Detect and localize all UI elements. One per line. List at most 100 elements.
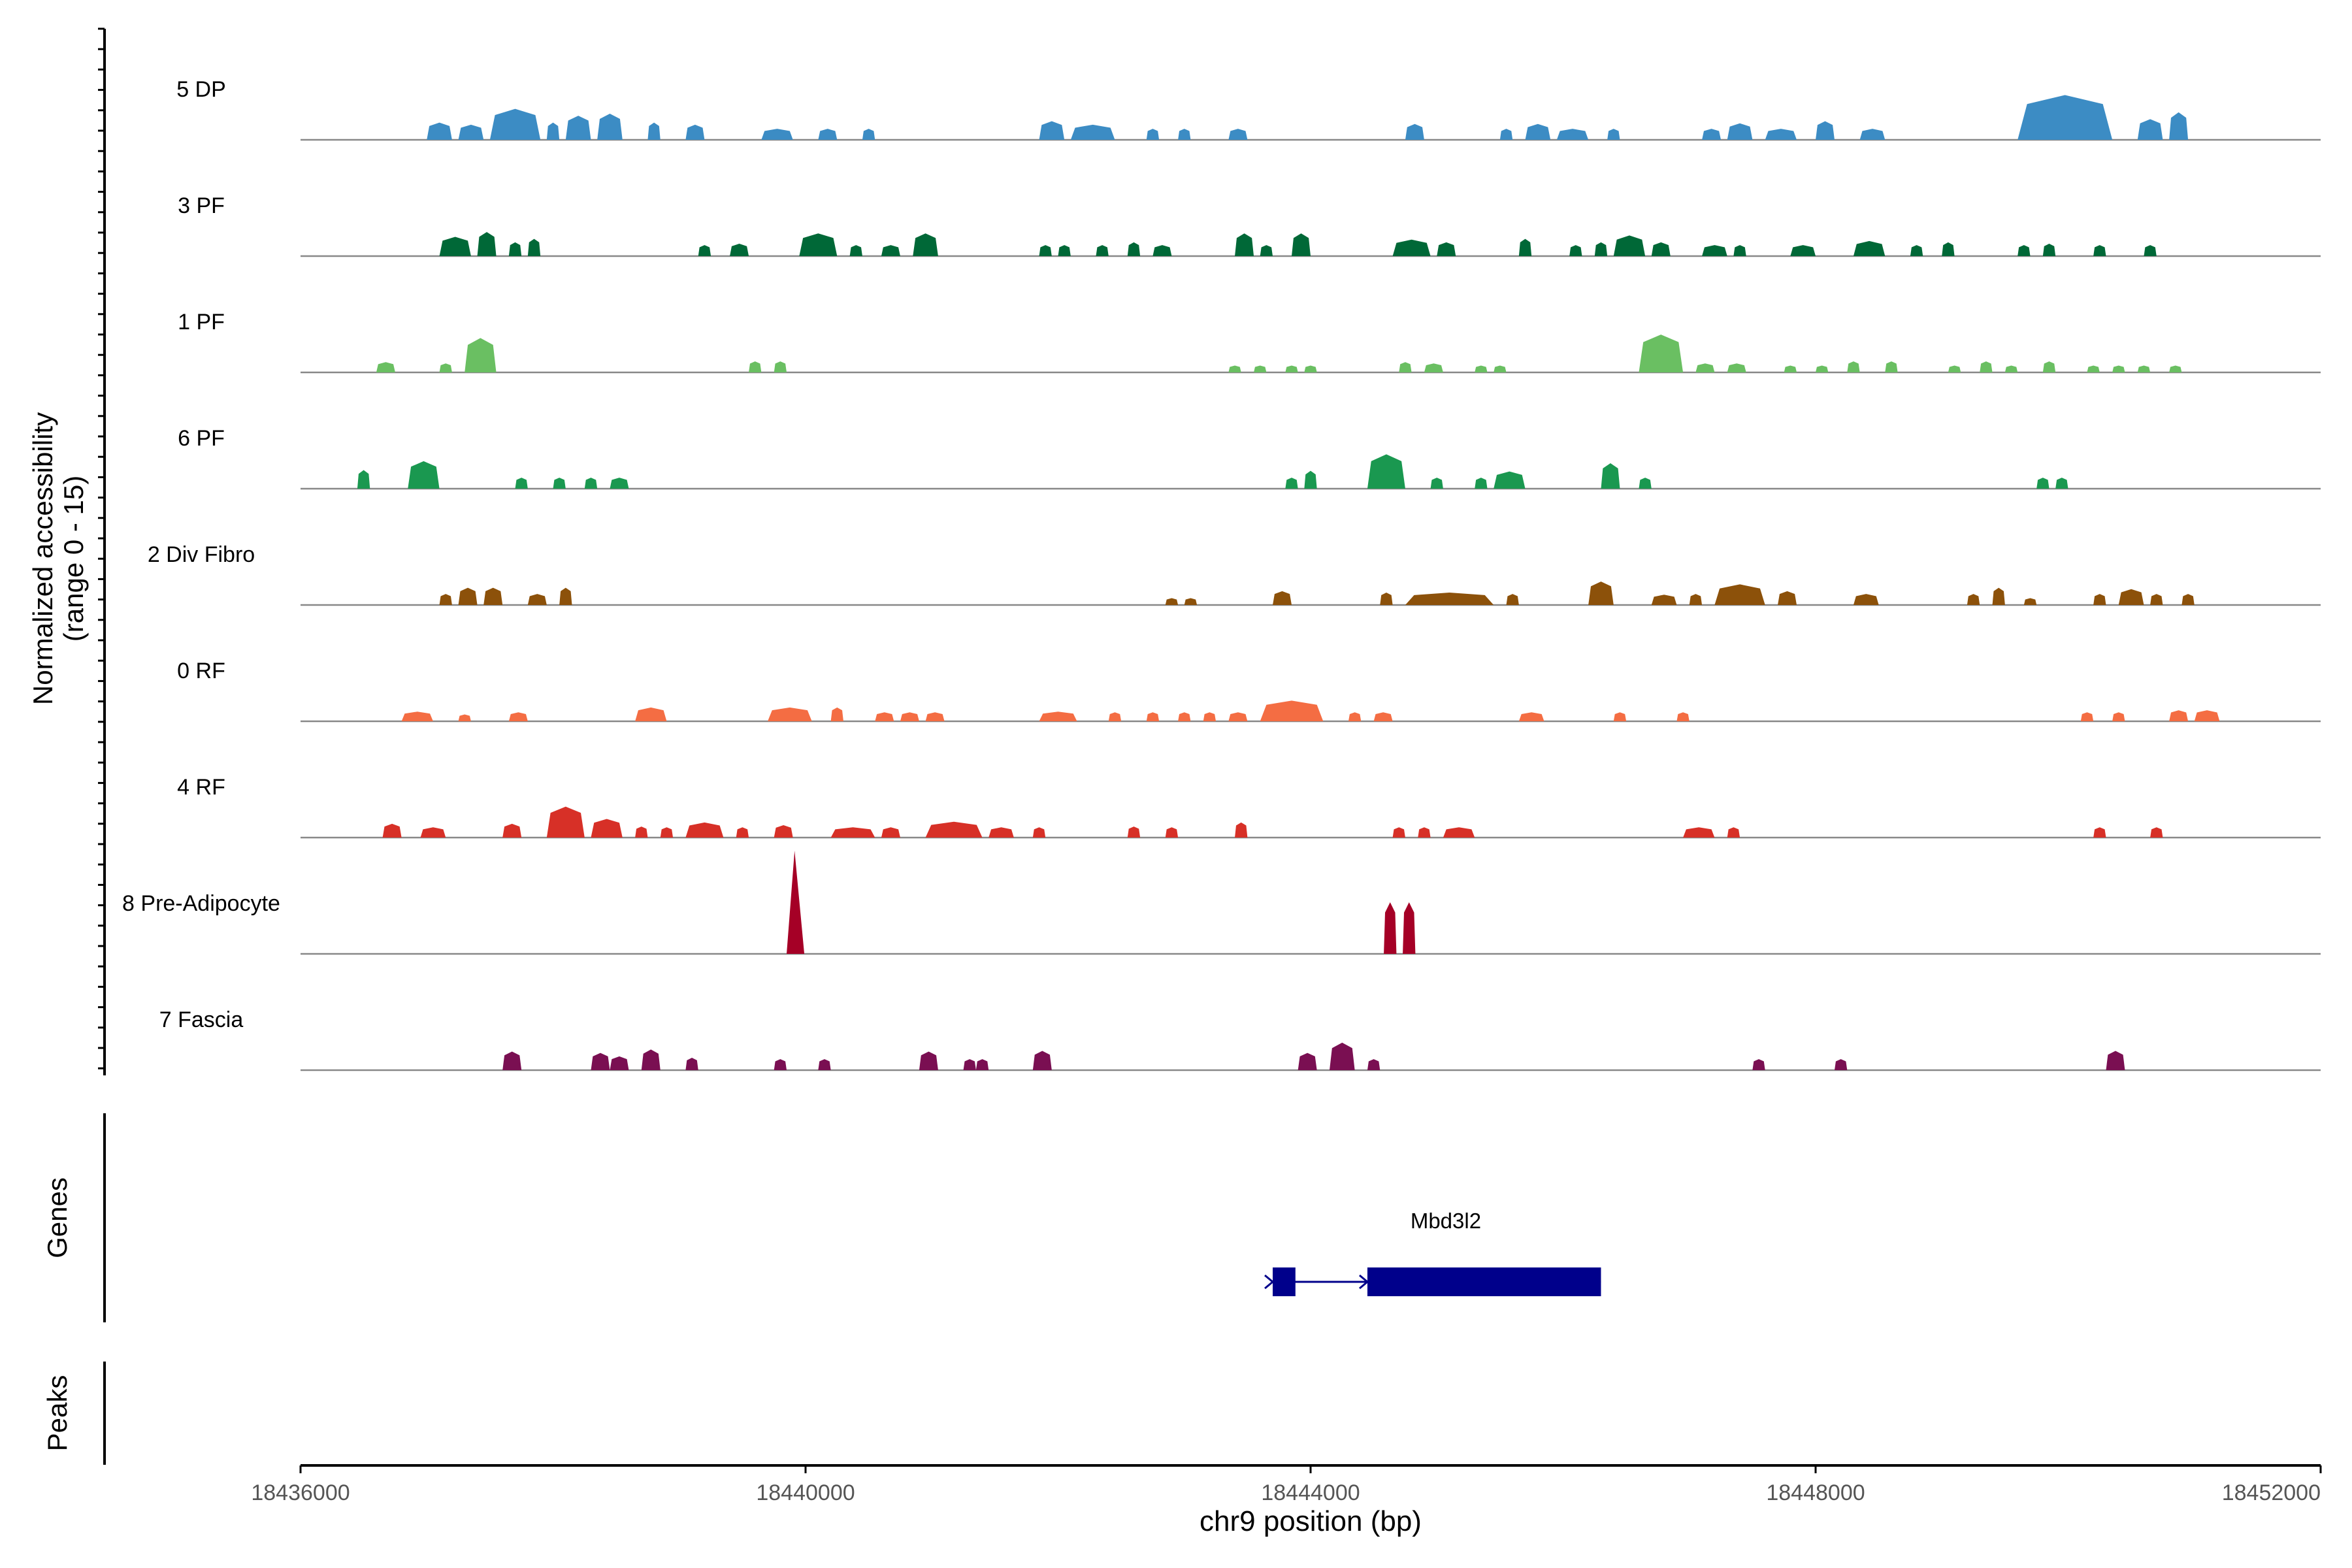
coverage-peak xyxy=(774,361,787,372)
coverage-peak xyxy=(2106,1051,2125,1070)
coverage-peak xyxy=(382,823,402,838)
coverage-peak xyxy=(1639,335,1684,372)
coverage-peak xyxy=(1032,827,1046,838)
coverage-peak xyxy=(635,707,667,721)
coverage-peak xyxy=(2144,245,2157,256)
coverage-peak xyxy=(420,827,446,838)
coverage-peak xyxy=(2042,244,2056,256)
coverage-peak xyxy=(919,1051,938,1070)
coverage-peak xyxy=(483,587,503,605)
coverage-peak xyxy=(1367,1059,1380,1070)
coverage-peak xyxy=(1885,361,1898,372)
coverage-peak xyxy=(591,819,623,838)
coverage-peak xyxy=(1942,242,1955,256)
coverage-peak xyxy=(1695,363,1715,372)
coverage-peak xyxy=(439,594,452,605)
coverage-peak xyxy=(1859,129,1886,140)
coverage-peak xyxy=(2036,478,2050,489)
coverage-peak xyxy=(439,237,471,256)
coverage-peak xyxy=(1127,826,1141,838)
coverage-peak xyxy=(2080,712,2094,721)
coverage-peak xyxy=(527,594,547,605)
track-4-rf: 4 RF xyxy=(177,775,2321,839)
coverage-peak xyxy=(1228,365,1241,372)
coverage-peak xyxy=(1525,123,1551,140)
coverage-peak xyxy=(975,1059,989,1070)
coverage-peak xyxy=(881,827,900,838)
coverage-peak xyxy=(1304,470,1317,489)
coverage-peak xyxy=(1380,593,1393,605)
track-0-rf: 0 RF xyxy=(177,659,2321,723)
coverage-peak xyxy=(1403,902,1416,954)
coverage-peak xyxy=(1254,365,1267,372)
coverage-peak xyxy=(1152,245,1172,256)
coverage-peak xyxy=(1039,121,1065,140)
x-axis-title: chr9 position (bp) xyxy=(1200,1505,1422,1537)
coverage-peak xyxy=(1494,365,1507,372)
coverage-peak xyxy=(1108,712,1122,721)
coverage-peak xyxy=(1816,121,1835,140)
x-tick-label: 18440000 xyxy=(756,1480,855,1505)
coverage-y-axis-label-line1: Normalized accessibility xyxy=(27,412,58,705)
coverage-peak xyxy=(1752,1059,1765,1070)
coverage-peak xyxy=(546,122,560,140)
coverage-peak xyxy=(502,1051,522,1070)
coverage-peak xyxy=(1203,712,1217,721)
coverage-peak xyxy=(1683,827,1715,838)
gene-name-label: Mbd3l2 xyxy=(1411,1209,1481,1233)
coverage-peak xyxy=(1273,591,1292,605)
coverage-peak xyxy=(761,129,793,140)
coverage-peak xyxy=(1437,242,1456,256)
coverage-peak xyxy=(1304,365,1317,372)
coverage-peak xyxy=(502,823,522,838)
coverage-peak xyxy=(597,113,623,140)
track-label: 3 PF xyxy=(178,193,225,218)
coverage-peak xyxy=(1260,700,1324,721)
coverage-peak xyxy=(988,827,1014,838)
track-6-pf: 6 PF xyxy=(178,426,2321,490)
coverage-peak xyxy=(527,238,541,256)
track-5-dp: 5 DP xyxy=(176,77,2321,141)
coverage-peak xyxy=(1601,463,1620,489)
gene-mbd3l2: Mbd3l2 xyxy=(1264,1209,1601,1296)
coverage-peak xyxy=(2055,478,2068,489)
coverage-peak xyxy=(2194,710,2220,721)
coverage-peak xyxy=(1765,129,1797,140)
track-3-pf: 3 PF xyxy=(178,193,2321,257)
coverage-peak xyxy=(799,233,838,256)
coverage-peak xyxy=(862,129,875,140)
coverage-peak xyxy=(591,1053,610,1070)
coverage-peak xyxy=(439,363,452,372)
x-tick-label: 18448000 xyxy=(1766,1480,1865,1505)
coverage-peak xyxy=(1556,129,1589,140)
coverage-peak xyxy=(881,245,900,256)
coverage-peak xyxy=(925,821,983,838)
coverage-peak xyxy=(1228,129,1248,140)
coverage-peak xyxy=(1373,712,1393,721)
coverage-peak xyxy=(641,1049,661,1070)
coverage-peak xyxy=(768,707,812,721)
coverage-peak xyxy=(1499,129,1513,140)
gene-strand-arrow xyxy=(1264,1274,1275,1290)
coverage-peak xyxy=(787,851,805,954)
coverage-peak xyxy=(2118,589,2144,605)
coverage-peak xyxy=(1285,478,1298,489)
coverage-peak xyxy=(1430,478,1443,489)
coverage-peak xyxy=(465,338,497,372)
coverage-peak xyxy=(1329,1042,1355,1070)
coverage-peak xyxy=(401,711,433,721)
coverage-peak xyxy=(508,712,528,721)
coverage-peak xyxy=(2093,827,2106,838)
track-label: 0 RF xyxy=(177,659,225,683)
coverage-peak xyxy=(376,362,395,372)
coverage-peak xyxy=(2169,710,2189,721)
coverage-peak xyxy=(1260,245,1273,256)
coverage-peak xyxy=(1298,1053,1317,1070)
coverage-peak xyxy=(1834,1059,1848,1070)
coverage-peak xyxy=(2181,594,2195,605)
coverage-peak xyxy=(1039,245,1052,256)
coverage-peak xyxy=(1518,712,1544,721)
coverage-peak xyxy=(1146,129,1160,140)
coverage-peak xyxy=(546,806,585,838)
